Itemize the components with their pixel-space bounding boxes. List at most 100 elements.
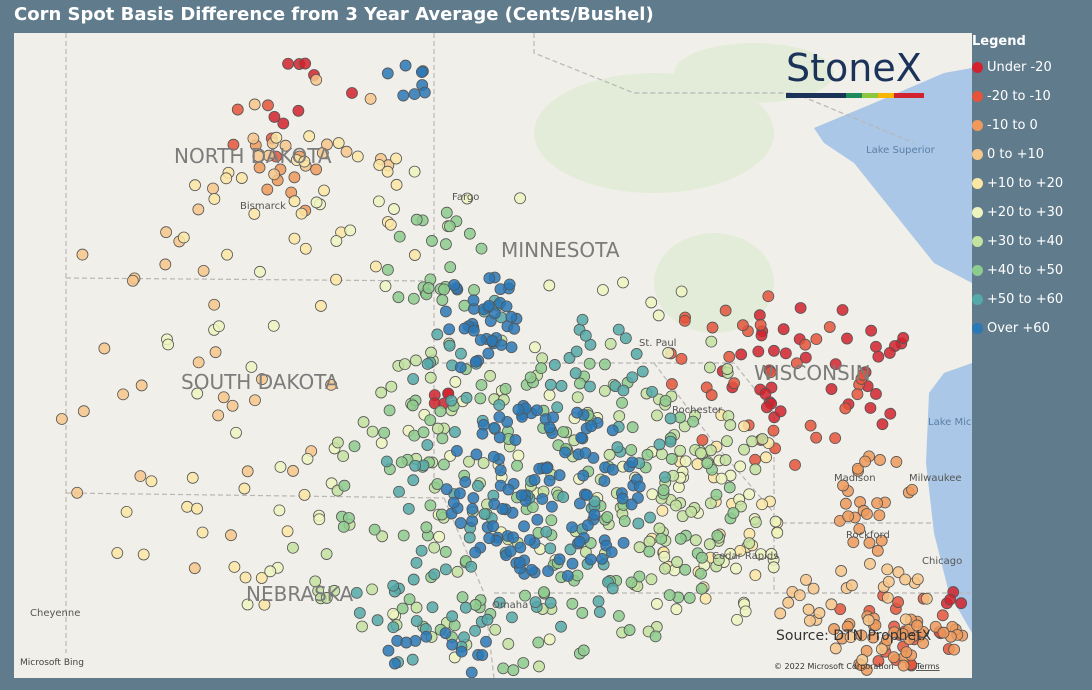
legend-label: +10 to +20 xyxy=(987,176,1064,191)
site-dot xyxy=(655,448,668,461)
site-dot xyxy=(407,474,420,487)
site-dot xyxy=(617,536,630,549)
site-dot xyxy=(466,503,479,515)
site-dot xyxy=(936,609,949,622)
site-dot xyxy=(876,418,889,431)
site-dot xyxy=(177,231,190,244)
site-dot xyxy=(258,598,271,611)
map: NORTH DAKOTA MINNESOTA SOUTH DAKOTA WISC… xyxy=(14,33,972,678)
site-dot xyxy=(859,455,872,468)
site-dot xyxy=(782,596,795,609)
site-dot xyxy=(606,582,619,595)
site-dot xyxy=(512,403,525,416)
site-dot xyxy=(929,620,942,633)
site-dot xyxy=(603,448,616,461)
site-dot xyxy=(616,492,629,505)
site-dot xyxy=(518,520,530,533)
site-dot xyxy=(543,389,556,402)
site-dot xyxy=(875,643,888,656)
site-dot xyxy=(217,391,230,404)
legend-title: Legend xyxy=(972,34,1026,49)
site-dot xyxy=(225,529,237,542)
site-dot xyxy=(248,207,261,220)
legend-item[interactable]: -20 to -10 xyxy=(972,82,1063,111)
site-dot xyxy=(512,449,525,462)
site-dot xyxy=(482,347,495,360)
legend-item[interactable]: +30 to +40 xyxy=(972,227,1063,256)
site-dot xyxy=(829,642,842,655)
site-dot xyxy=(793,589,806,602)
site-dot xyxy=(254,265,266,278)
legend-item[interactable]: 0 to +10 xyxy=(972,140,1063,169)
site-dot xyxy=(872,655,885,667)
site-dot xyxy=(865,324,878,337)
site-dot xyxy=(643,535,656,548)
site-dot xyxy=(794,302,807,314)
legend-item[interactable]: +40 to +50 xyxy=(972,256,1063,285)
site-dot xyxy=(670,603,683,616)
site-dot xyxy=(543,474,556,487)
site-dot xyxy=(474,392,487,405)
site-dot xyxy=(255,572,268,584)
site-dot xyxy=(282,57,294,70)
site-dot xyxy=(465,666,478,678)
site-dot xyxy=(759,387,772,400)
site-dot xyxy=(483,532,496,545)
site-dot xyxy=(695,567,707,580)
site-dot xyxy=(196,526,209,539)
site-dot xyxy=(495,339,508,351)
site-dot xyxy=(318,184,330,197)
site-dot xyxy=(749,569,762,582)
site-dot xyxy=(489,623,502,636)
site-dot xyxy=(825,383,838,395)
site-dot xyxy=(743,488,756,501)
legend-label: +50 to +60 xyxy=(987,292,1064,307)
legend-item[interactable]: +10 to +20 xyxy=(972,169,1063,198)
site-dot xyxy=(288,195,301,208)
site-dot xyxy=(126,274,139,287)
legend-item[interactable]: Under -20 xyxy=(972,53,1063,82)
site-dot xyxy=(287,465,299,477)
site-dot xyxy=(533,660,545,673)
legend-item[interactable]: +50 to +60 xyxy=(972,285,1063,314)
site-dot xyxy=(644,511,656,524)
site-dot xyxy=(719,304,732,317)
legend-item[interactable]: Over +60 xyxy=(972,314,1063,343)
site-dot xyxy=(649,630,662,643)
site-dot xyxy=(267,319,280,332)
terms-link[interactable]: Terms xyxy=(915,662,940,671)
site-dot xyxy=(577,469,590,482)
site-dot xyxy=(839,402,852,415)
site-dot xyxy=(55,413,68,425)
site-dot xyxy=(517,657,530,669)
legend-swatch xyxy=(972,265,983,276)
site-dot xyxy=(569,367,582,380)
site-dot xyxy=(579,447,592,459)
site-dot xyxy=(802,603,815,616)
site-dot xyxy=(803,614,816,627)
legend-item[interactable]: -10 to 0 xyxy=(972,111,1063,140)
site-dot xyxy=(463,455,475,468)
site-dot xyxy=(653,522,666,535)
site-dot xyxy=(245,361,258,373)
state-label: WISCONSIN xyxy=(754,361,871,385)
site-dot xyxy=(810,333,823,346)
site-dot xyxy=(472,480,484,492)
site-dot xyxy=(588,508,601,521)
site-dot xyxy=(604,338,617,350)
site-dot xyxy=(727,507,740,519)
legend-item[interactable]: +20 to +30 xyxy=(972,198,1063,227)
site-dot xyxy=(719,454,732,466)
site-dot xyxy=(256,373,268,386)
site-dot xyxy=(252,150,265,163)
site-dot xyxy=(262,99,274,112)
site-dot xyxy=(679,563,692,576)
site-dot xyxy=(493,411,506,423)
site-dot xyxy=(455,645,468,658)
lake-labels: Lake Superior Lake Michigan xyxy=(866,145,972,428)
site-dot xyxy=(630,348,643,360)
site-dot xyxy=(735,348,748,361)
site-dot xyxy=(292,104,305,117)
site-dot xyxy=(800,573,812,586)
site-dot xyxy=(502,483,515,496)
